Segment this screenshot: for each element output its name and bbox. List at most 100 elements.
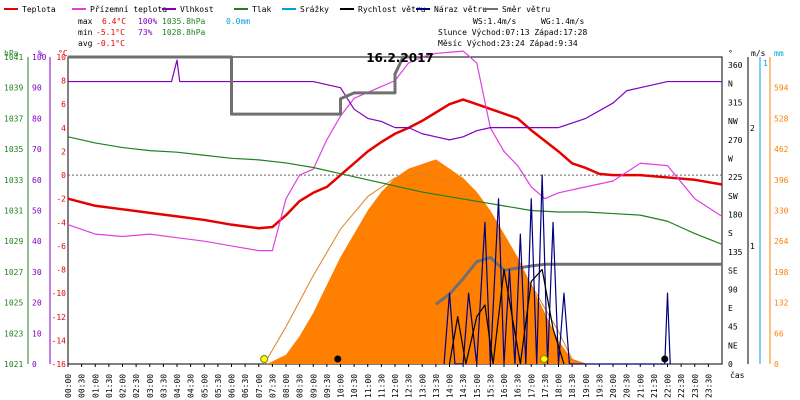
solar-tick: 0	[774, 360, 779, 369]
series-vlhkost	[68, 59, 722, 141]
hpa-tick: 1039	[4, 84, 23, 93]
moon-marker	[661, 355, 669, 363]
x-tick: 20:00	[609, 374, 618, 398]
x-tick: 23:00	[691, 374, 700, 398]
c-tick: -14	[52, 336, 67, 345]
moon-marker	[334, 355, 342, 363]
plot-group: 16.2.2017	[67, 50, 723, 365]
x-tick: 08:00	[282, 374, 291, 398]
solar-tick: 330	[774, 207, 789, 216]
legend-label: Srážky	[300, 5, 329, 14]
solar-tick: 66	[774, 329, 784, 338]
c-tick: 6	[61, 100, 66, 109]
hpa-axis-title: hPa	[4, 49, 19, 58]
x-tick: 04:30	[187, 374, 196, 398]
deg-axis-title: °	[728, 49, 733, 58]
solar-tick: 528	[774, 114, 789, 123]
hpa-tick: 1031	[4, 207, 23, 216]
sunset-marker	[540, 355, 549, 363]
deg-tick: 180	[728, 211, 743, 220]
pct-tick: 0	[32, 360, 37, 369]
x-tick: 21:00	[636, 374, 645, 398]
x-tick: 03:30	[159, 374, 168, 398]
hpa-tick: 1021	[4, 360, 23, 369]
stat-value: 1028.8hPa	[162, 28, 206, 37]
x-tick: 07:30	[268, 374, 277, 398]
hpa-tick: 1025	[4, 299, 23, 308]
x-tick: 22:30	[677, 374, 686, 398]
stat-value: 1035.8hPa	[162, 17, 206, 26]
legend-label: Teplota	[22, 5, 56, 14]
deg-tick: 0	[728, 360, 733, 369]
x-tick: 12:00	[391, 374, 400, 398]
x-tick: 14:00	[446, 374, 455, 398]
x-tick: 15:30	[486, 374, 495, 398]
x-tick: 11:30	[377, 374, 386, 398]
x-tick: 04:00	[173, 374, 182, 398]
x-tick: 03:00	[146, 374, 155, 398]
hpa-tick: 1023	[4, 329, 23, 338]
deg-tick: 90	[728, 285, 738, 294]
x-tick: 01:30	[105, 374, 114, 398]
solar-tick: 264	[774, 237, 789, 246]
solar-area	[266, 159, 586, 364]
deg-tick: 360	[728, 61, 743, 70]
c-tick: 8	[61, 77, 66, 86]
series-sm-r-v-tru	[68, 55, 409, 116]
axes-group: hPa% °C1041103910371035103310311029102710…	[4, 49, 789, 398]
legend-group: Teplota Přízemní teplota Vlhkost Tlak Srážky…	[4, 5, 550, 14]
deg-tick: SW	[728, 192, 738, 201]
x-tick: 06:00	[228, 374, 237, 398]
x-tick: 13:30	[432, 374, 441, 398]
x-tick: 00:30	[78, 374, 87, 398]
deg-tick: 45	[728, 323, 738, 332]
ms-tick: 1	[750, 242, 755, 251]
mm-tick: 1	[763, 59, 768, 68]
x-tick: 09:30	[323, 374, 332, 398]
solar-tick: 594	[774, 84, 789, 93]
pct-tick: 40	[32, 237, 42, 246]
x-tick: 18:00	[555, 374, 564, 398]
solar-max-curve	[263, 172, 586, 365]
stat-value: -0.1°C	[96, 39, 125, 48]
stat-value: -5.1°C	[96, 28, 125, 37]
hpa-tick: 1029	[4, 237, 23, 246]
x-tick: 20:30	[623, 374, 632, 398]
pct-tick: 90	[32, 84, 42, 93]
x-tick: 15:00	[473, 374, 482, 398]
x-tick: 22:00	[664, 374, 673, 398]
chart-title: 16.2.2017	[366, 51, 434, 65]
x-tick: 05:30	[214, 374, 223, 398]
pct-tick: 70	[32, 145, 42, 154]
pct-tick: 20	[32, 299, 42, 308]
stat-value: 6.4°C	[102, 17, 126, 26]
series-n-raz-v-tru	[443, 174, 671, 365]
x-tick: 10:00	[337, 374, 346, 398]
c-axis-title: °C	[58, 49, 68, 58]
wg-value: WG:1.4m/s	[541, 17, 585, 26]
x-tick: 14:30	[459, 374, 468, 398]
hpa-tick: 1037	[4, 114, 23, 123]
pct-tick: 100	[32, 53, 47, 62]
x-tick: 19:00	[582, 374, 591, 398]
c-tick: -10	[52, 289, 67, 298]
x-axis-title: čas	[730, 370, 745, 380]
deg-tick: 225	[728, 173, 743, 182]
x-tick: 05:00	[200, 374, 209, 398]
x-tick: 08:30	[296, 374, 305, 398]
x-tick: 17:00	[527, 374, 536, 398]
series-rychlost-v-tru	[448, 268, 565, 365]
hpa-tick: 1035	[4, 145, 23, 154]
pct-tick: 30	[32, 268, 42, 277]
x-tick: 02:00	[119, 374, 128, 398]
stat-value: max	[78, 17, 93, 26]
hpa-tick: 1033	[4, 176, 23, 185]
c-tick: 2	[61, 147, 66, 156]
c-tick: -6	[56, 242, 66, 251]
sun-info: Slunce Východ:07:13 Západ:17:28	[438, 28, 587, 37]
x-tick: 21:30	[650, 374, 659, 398]
x-tick: 01:00	[91, 374, 100, 398]
c-tick: -8	[56, 266, 66, 275]
legend-label: Směr větru	[502, 5, 550, 14]
